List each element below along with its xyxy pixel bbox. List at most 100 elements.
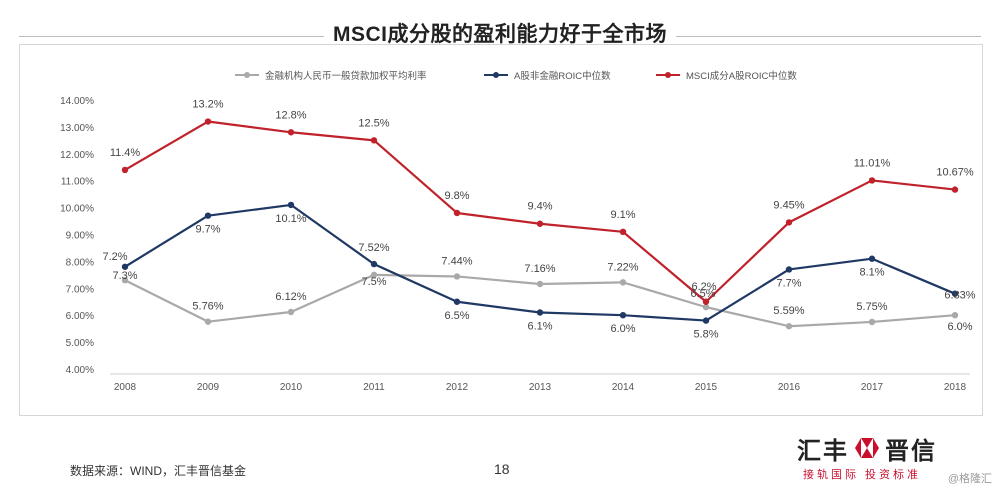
title-rule-left [19,36,324,37]
data-label-gray: 5.75% [856,301,887,313]
data-label-red: 12.5% [358,117,389,129]
data-label-navy: 7.2% [102,251,127,263]
x-tick-label: 2013 [529,382,552,393]
hexagon-logo-icon [855,438,879,458]
logo-name-right: 晋信 [885,435,937,465]
data-label-red: 9.1% [610,209,635,221]
y-tick-label: 14.00% [60,96,94,107]
data-point-navy [536,309,544,316]
data-point-gray [287,308,295,316]
data-point-red [121,166,129,174]
data-label-navy: 7.52% [358,242,389,254]
y-tick-label: 10.00% [60,204,94,215]
watermark: @格隆汇 [947,473,992,485]
data-label-gray: 7.3% [112,270,137,282]
data-label-red: 9.8% [444,190,469,202]
data-label-navy: 6.83% [944,290,975,302]
data-labels: 7.3% 5.76% 6.12% 7.5% 7.44% 7.16% 7.22% 6.5% 5.5… [102,99,975,341]
company-logo: 汇丰 晋信 接轨国际 投资标准 [797,434,987,486]
data-point-gray [951,312,959,319]
data-point-navy [868,255,876,262]
data-point-navy [370,260,378,268]
data-label-red: 6.2% [691,281,716,293]
data-point-gray [702,303,710,311]
data-label-red: 11.01% [854,157,891,169]
x-tick-label: 2008 [114,382,137,393]
data-label-navy: 6.5% [444,310,469,322]
data-point-navy [121,263,129,270]
x-tick-label: 2018 [944,382,967,393]
data-label-navy: 5.8% [693,329,718,341]
data-point-red [951,186,959,193]
data-label-gray: 7.5% [361,276,386,288]
data-label-gray: 6.5% [690,288,715,300]
data-point-navy [619,312,627,319]
y-axis: 14.00% 13.00% 12.00% 11.00% 10.00% 9.00% 8.00%… [60,96,94,376]
data-point-navy [453,298,461,305]
legend-label: 金融机构人民币一般贷款加权平均利率 [265,70,427,82]
data-label-red: 9.45% [773,199,804,211]
data-label-gray: 7.22% [607,261,638,273]
y-tick-label: 4.00% [66,365,94,376]
y-tick-label: 8.00% [66,257,94,268]
data-point-red [785,219,793,226]
data-label-gray: 6.0% [947,321,972,333]
logo-tagline: 接轨国际 投资标准 [803,469,922,481]
y-tick-label: 11.00% [61,177,94,188]
data-point-navy [785,266,793,273]
data-label-gray: 7.44% [441,255,472,267]
y-tick-label: 6.00% [66,311,94,322]
data-label-gray: 5.59% [773,305,804,317]
x-axis: 2008 2009 2010 2011 2012 2013 2014 2015 2016 2017… [110,373,970,393]
data-point-gray [204,318,212,325]
data-point-gray [536,280,544,288]
data-label-gray: 5.76% [192,301,223,313]
data-label-navy: 8.1% [859,267,884,279]
x-tick-label: 2012 [446,382,469,393]
data-label-navy: 7.7% [776,277,801,289]
data-point-red [702,298,710,305]
data-point-red [868,177,876,184]
data-point-navy [951,290,959,297]
data-point-navy [287,201,295,209]
data-label-red: 9.4% [527,201,552,213]
data-point-gray [121,277,129,284]
data-point-red [370,137,378,144]
y-tick-label: 9.00% [66,231,94,242]
x-tick-label: 2011 [363,382,385,393]
legend-swatch-marker [244,72,250,78]
data-point-red [204,118,212,125]
data-point-red [536,220,544,227]
data-label-red: 10.67% [936,167,974,179]
legend-label: MSCI成分A股ROIC中位数 [686,70,797,82]
data-label-navy: 10.1% [275,213,306,225]
data-point-gray [868,318,876,326]
y-tick-label: 7.00% [66,284,94,295]
x-tick-label: 2009 [197,382,220,393]
data-point-red [619,228,627,236]
x-tick-label: 2014 [612,382,635,393]
data-label-red: 13.2% [192,99,223,111]
data-point-gray [785,323,793,330]
data-point-navy [702,317,710,324]
data-label-navy: 9.7% [195,224,220,236]
logo-name-left: 汇丰 [797,435,849,465]
page-title: MSCI成分股的盈利能力好于全市场 [333,23,667,46]
x-tick-label: 2016 [778,382,801,393]
data-label-gray: 7.16% [524,263,555,275]
legend-swatch-marker [493,72,499,78]
data-label-gray: 6.12% [275,291,306,303]
y-tick-label: 12.00% [60,150,94,161]
x-tick-label: 2017 [861,382,884,393]
legend-swatch-marker [665,72,671,78]
title-rule-right [676,36,981,37]
legend-label: A股非金融ROIC中位数 [514,70,611,82]
data-label-navy: 6.0% [610,323,635,335]
y-tick-label: 5.00% [66,338,94,349]
x-tick-label: 2015 [695,382,718,393]
y-tick-label: 13.00% [60,123,94,134]
data-point-gray [619,279,627,286]
page-number: 18 [494,461,510,477]
data-point-red [287,129,295,136]
series-layer [121,118,959,330]
